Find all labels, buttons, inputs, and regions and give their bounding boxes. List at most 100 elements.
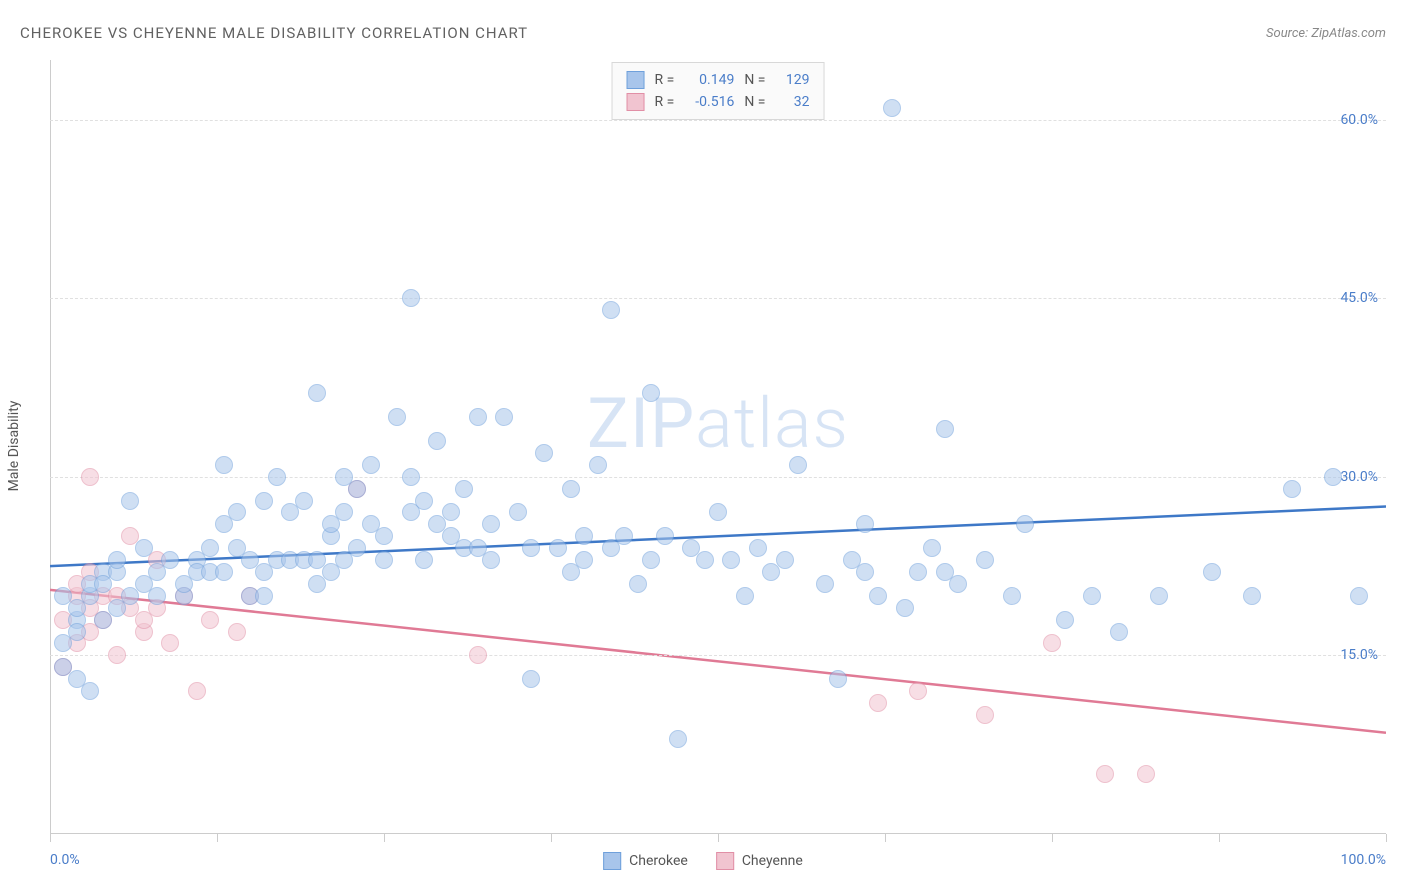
- scatter-point: [522, 539, 540, 557]
- scatter-point: [442, 503, 460, 521]
- scatter-point: [909, 682, 927, 700]
- scatter-point: [642, 551, 660, 569]
- scatter-point: [869, 694, 887, 712]
- x-tick: [50, 834, 51, 842]
- scatter-point: [375, 527, 393, 545]
- scatter-point: [923, 539, 941, 557]
- scatter-point: [215, 456, 233, 474]
- scatter-point: [81, 468, 99, 486]
- scatter-point: [936, 420, 954, 438]
- scatter-point: [482, 551, 500, 569]
- scatter-point: [135, 539, 153, 557]
- watermark-bold: ZIP: [587, 383, 695, 465]
- x-axis-min-label: 0.0%: [50, 852, 80, 868]
- scatter-point: [1150, 587, 1168, 605]
- scatter-point: [402, 289, 420, 307]
- scatter-point: [722, 551, 740, 569]
- scatter-point: [602, 301, 620, 319]
- scatter-point: [469, 408, 487, 426]
- scatter-point: [589, 456, 607, 474]
- series-legend-item: Cheyenne: [716, 852, 803, 870]
- scatter-point: [642, 384, 660, 402]
- scatter-point: [535, 444, 553, 462]
- scatter-point: [1096, 765, 1114, 783]
- y-tick-label: 15.0%: [1340, 647, 1378, 663]
- series-legend: Cherokee Cheyenne: [603, 852, 803, 870]
- scatter-point: [575, 551, 593, 569]
- legend-swatch: [627, 93, 645, 111]
- legend-swatch: [603, 852, 621, 870]
- scatter-point: [575, 527, 593, 545]
- scatter-point: [869, 587, 887, 605]
- y-tick-label: 60.0%: [1340, 112, 1378, 128]
- x-tick: [217, 834, 218, 842]
- scatter-point: [709, 503, 727, 521]
- scatter-point: [148, 587, 166, 605]
- scatter-point: [1350, 587, 1368, 605]
- scatter-point: [268, 468, 286, 486]
- r-label: R =: [655, 69, 675, 91]
- r-label: R =: [655, 91, 675, 113]
- scatter-point: [68, 623, 86, 641]
- scatter-point: [1083, 587, 1101, 605]
- n-value: 129: [775, 69, 809, 91]
- scatter-point: [549, 539, 567, 557]
- x-tick: [1386, 834, 1387, 842]
- scatter-point: [121, 492, 139, 510]
- scatter-point: [255, 492, 273, 510]
- scatter-point: [562, 480, 580, 498]
- correlation-legend-row: R =0.149N =129: [627, 69, 810, 91]
- watermark: ZIPatlas: [587, 383, 849, 465]
- scatter-point: [896, 599, 914, 617]
- scatter-point: [228, 623, 246, 641]
- scatter-point: [509, 503, 527, 521]
- scatter-point: [816, 575, 834, 593]
- scatter-point: [696, 551, 714, 569]
- scatter-point: [81, 682, 99, 700]
- legend-swatch: [627, 71, 645, 89]
- scatter-point: [1003, 587, 1021, 605]
- scatter-point: [1243, 587, 1261, 605]
- scatter-point: [428, 432, 446, 450]
- r-value: -0.516: [684, 91, 734, 113]
- scatter-point: [495, 408, 513, 426]
- scatter-point: [348, 539, 366, 557]
- series-name: Cheyenne: [742, 853, 803, 869]
- scatter-point: [522, 670, 540, 688]
- n-value: 32: [775, 91, 809, 113]
- scatter-point: [1110, 623, 1128, 641]
- x-tick: [551, 834, 552, 842]
- scatter-point: [455, 480, 473, 498]
- plot-box: ZIPatlas R =0.149N =129R =-0.516N =32 15…: [50, 60, 1386, 834]
- trend-lines-svg: [50, 60, 1386, 834]
- x-tick: [1052, 834, 1053, 842]
- scatter-point: [469, 646, 487, 664]
- scatter-point: [335, 503, 353, 521]
- scatter-point: [656, 527, 674, 545]
- scatter-point: [348, 480, 366, 498]
- scatter-point: [615, 527, 633, 545]
- scatter-point: [1056, 611, 1074, 629]
- scatter-point: [201, 611, 219, 629]
- legend-swatch: [716, 852, 734, 870]
- scatter-point: [415, 551, 433, 569]
- scatter-point: [856, 563, 874, 581]
- scatter-point: [976, 706, 994, 724]
- scatter-point: [789, 456, 807, 474]
- x-tick: [885, 834, 886, 842]
- series-name: Cherokee: [629, 853, 688, 869]
- n-label: N =: [744, 91, 765, 113]
- scatter-point: [749, 539, 767, 557]
- scatter-point: [308, 384, 326, 402]
- scatter-point: [629, 575, 647, 593]
- scatter-point: [375, 551, 393, 569]
- grid-line: [50, 298, 1386, 299]
- scatter-point: [161, 634, 179, 652]
- scatter-point: [909, 563, 927, 581]
- chart-title: CHEROKEE VS CHEYENNE MALE DISABILITY COR…: [20, 24, 528, 42]
- watermark-thin: atlas: [695, 383, 849, 465]
- grid-line: [50, 655, 1386, 656]
- scatter-point: [201, 539, 219, 557]
- scatter-point: [295, 492, 313, 510]
- n-label: N =: [744, 69, 765, 91]
